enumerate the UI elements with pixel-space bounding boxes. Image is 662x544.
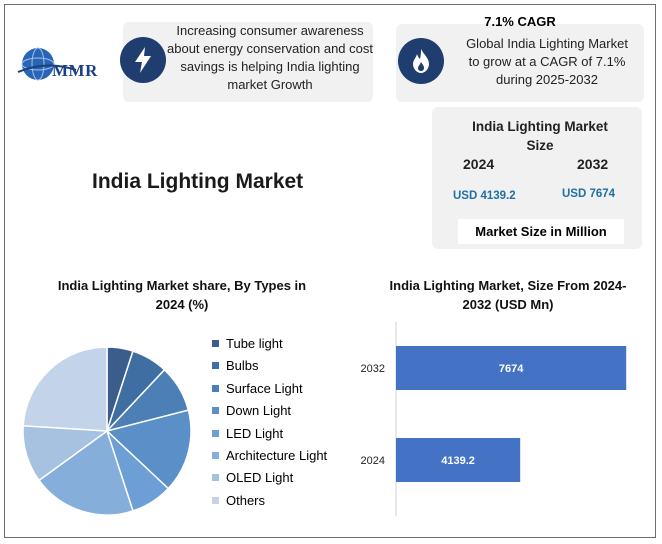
pie-slice-down-light (105, 409, 192, 490)
legend-swatch (212, 451, 219, 459)
value-2032-label: USD 7674 (562, 188, 616, 200)
bar-title-line: India Lighting Market, Size From 2024- (389, 278, 627, 293)
legend-label: Down Light (226, 403, 292, 419)
bar-value-label: 4139.2 (441, 455, 475, 467)
growth-line: savings is helping India lighting (180, 59, 360, 74)
bar-2024 (396, 438, 521, 482)
legend-label: LED Light (226, 425, 284, 441)
legend-label: Surface Light (226, 380, 303, 396)
pie-title-line: 2024 (%) (155, 297, 209, 312)
legend-label: OLED Light (226, 470, 294, 486)
legend-swatch (212, 474, 219, 482)
bar-category-label: 2032 (361, 363, 385, 375)
legend-swatch (212, 496, 219, 504)
cagr-line: during 2025-2032 (496, 72, 598, 87)
cagr-title: 7.1% CAGR (484, 14, 556, 29)
value-2024-label: USD 4139.2 (453, 190, 516, 202)
legend-label: Others (226, 492, 266, 508)
legend-label: Tube light (226, 336, 283, 351)
bar-2032 (396, 346, 627, 390)
page-title: India Lighting Market (92, 170, 304, 193)
year-2032-label: 2032 (577, 156, 609, 172)
bar-chart: 7674 2032 4139.2 2024 (361, 322, 627, 516)
pie-chart (22, 346, 192, 516)
bar-chart-title: India Lighting Market, Size From 2024- 2… (366, 276, 650, 314)
legend-label: Architecture Light (226, 447, 328, 463)
pie-chart-title: India Lighting Market share, By Types in… (36, 276, 328, 314)
flame-icon (398, 38, 444, 84)
legend-label: Bulbs (226, 358, 259, 374)
mmr-logo (17, 47, 77, 81)
growth-card-text: Increasing consumer awareness about ener… (165, 22, 375, 94)
pie-title-line: India Lighting Market share, By Types in (57, 278, 307, 293)
bar-value-label: 7674 (499, 363, 524, 375)
cagr-line: Global India Lighting Market (466, 36, 628, 51)
legend-swatch (212, 384, 219, 392)
pie-slice-others (22, 346, 108, 432)
legend-swatch (212, 407, 219, 415)
cagr-line: to grow at a CAGR of 7.1% (468, 54, 626, 69)
market-size-title-line: Size (526, 138, 554, 153)
logo-text: MMR (52, 61, 98, 80)
pie-slice-architecture-light (37, 429, 134, 516)
legend-swatch (212, 429, 219, 437)
lightning-bolt-icon (120, 37, 166, 83)
market-size-title-line: India Lighting Market (472, 119, 608, 134)
legend-swatch (212, 362, 219, 370)
bar-title-line: 2032 (USD Mn) (462, 297, 554, 312)
cagr-card-text: Global India Lighting Market to grow at … (452, 35, 642, 89)
legend-swatch (212, 340, 219, 347)
growth-line: about energy conservation and cost (167, 41, 373, 56)
market-size-unit: Market Size in Million (458, 219, 624, 244)
year-2024-label: 2024 (463, 156, 495, 172)
outer-frame (4, 4, 656, 538)
growth-line: market Growth (227, 77, 313, 92)
growth-line: Increasing consumer awareness (176, 23, 364, 38)
market-size-title: India Lighting Market Size (432, 117, 648, 155)
bar-category-label: 2024 (361, 455, 385, 467)
